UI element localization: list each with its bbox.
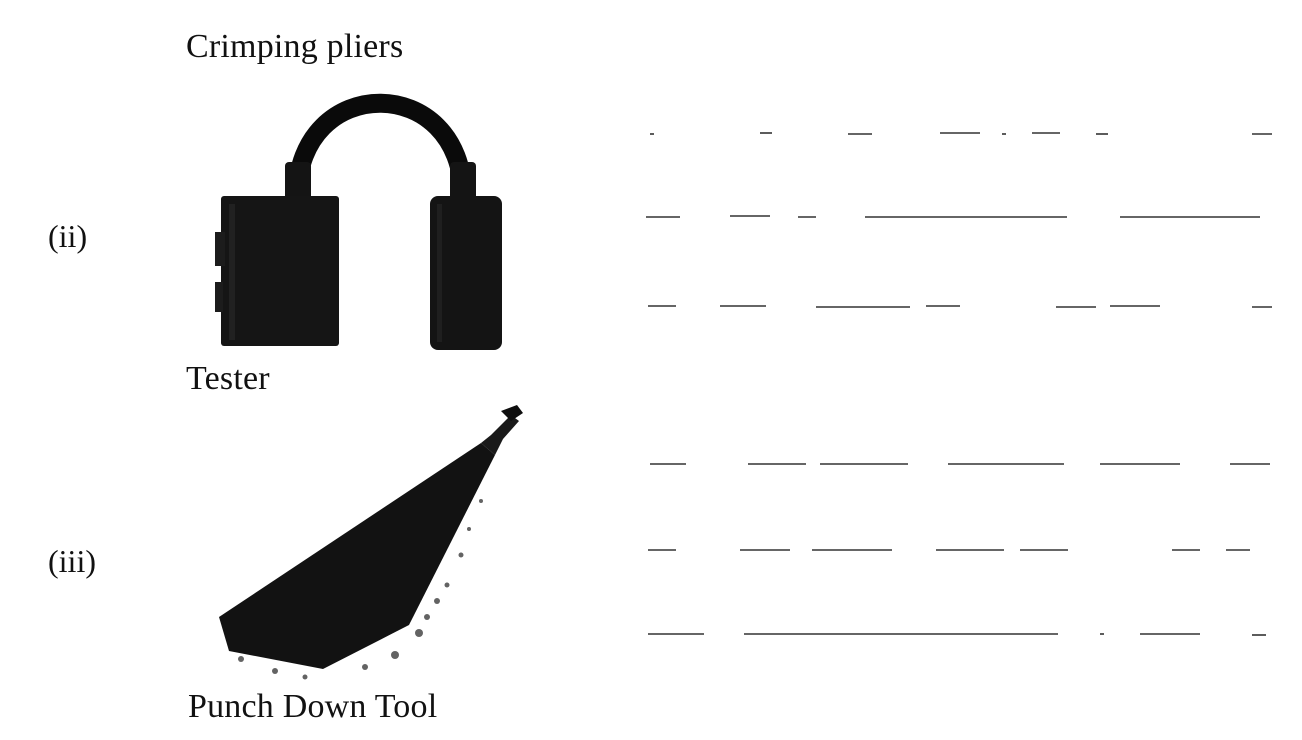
cable-tester-icon [205, 92, 515, 354]
punch-down-tool-icon [205, 405, 535, 687]
question-number-ii: (ii) [48, 218, 88, 254]
question-number-iii: (iii) [48, 543, 96, 579]
caption-tester: Tester [186, 360, 270, 397]
caption-crimping-pliers: Crimping pliers [186, 28, 404, 65]
answer-lines-iii [640, 450, 1300, 650]
answer-lines-ii [640, 120, 1300, 320]
caption-punch-down-tool: Punch Down Tool [188, 688, 438, 725]
